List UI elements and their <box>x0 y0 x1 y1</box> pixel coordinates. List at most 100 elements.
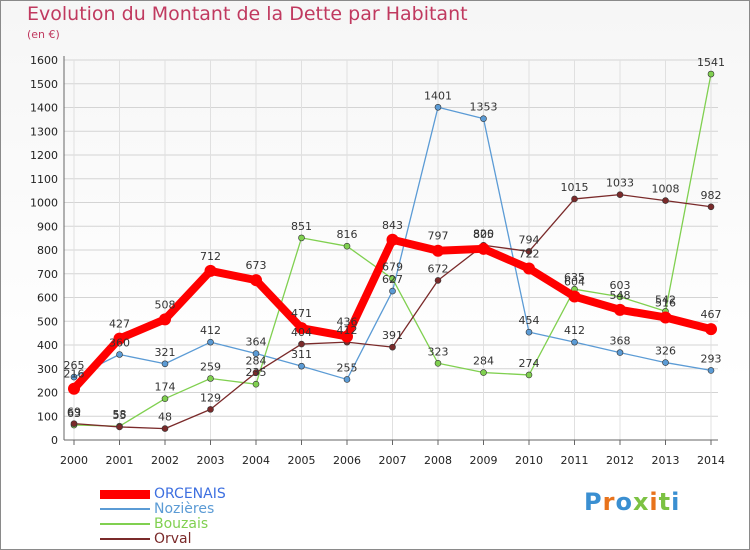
data-label: 436 <box>337 315 358 328</box>
data-point <box>477 242 490 255</box>
x-tick-label: 2013 <box>652 454 680 467</box>
data-point <box>207 338 214 346</box>
data-label: 255 <box>337 361 358 374</box>
data-label: 1008 <box>652 183 680 196</box>
data-point <box>252 369 260 376</box>
data-point <box>386 233 399 246</box>
data-label: 321 <box>155 346 176 359</box>
data-label: 805 <box>473 228 494 241</box>
data-label: 69 <box>67 406 81 419</box>
data-label: 467 <box>701 308 722 321</box>
data-label: 1015 <box>561 181 589 194</box>
data-label: 471 <box>291 307 312 320</box>
data-label: 364 <box>246 336 267 349</box>
data-point <box>434 359 442 367</box>
data-point <box>250 274 262 287</box>
legend-label: Bouzais <box>154 516 209 532</box>
data-point <box>705 323 717 336</box>
data-label: 672 <box>428 262 449 275</box>
data-label: 548 <box>610 289 631 302</box>
data-label: 55 <box>113 409 127 422</box>
logo-letter: x <box>632 488 650 516</box>
x-tick-label: 2003 <box>197 454 225 467</box>
data-point <box>343 376 351 383</box>
data-label: 508 <box>155 298 176 311</box>
x-tick-label: 2002 <box>151 454 179 467</box>
series-layer <box>68 70 717 432</box>
data-point <box>568 290 581 303</box>
data-label: 627 <box>382 273 403 286</box>
data-point <box>295 322 308 335</box>
data-label: 323 <box>428 345 449 358</box>
logo-letter: P <box>584 488 603 516</box>
x-tick-label: 2000 <box>60 454 88 467</box>
y-tick-label: 300 <box>37 363 58 376</box>
y-tick-label: 500 <box>37 315 58 328</box>
legend-swatch <box>100 538 150 540</box>
y-tick-label: 200 <box>37 387 58 400</box>
logo-letter: o <box>615 488 633 516</box>
data-point <box>662 359 669 366</box>
data-point <box>389 287 396 295</box>
y-tick-label: 1300 <box>30 125 58 138</box>
legend-label: Nozières <box>154 501 215 517</box>
legend-label: ORCENAIS <box>154 486 226 502</box>
data-label: 265 <box>64 359 85 372</box>
legend-item-orval: Orval <box>100 531 192 547</box>
data-point <box>434 277 442 284</box>
y-tick-label: 700 <box>37 268 58 281</box>
x-tick-label: 2004 <box>242 454 270 467</box>
data-label: 63 <box>67 407 81 420</box>
data-label: 48 <box>158 411 172 424</box>
legend-item-nozières: Nozières <box>100 501 214 517</box>
data-label: 311 <box>291 348 312 361</box>
logo-letter: i <box>671 488 681 516</box>
data-label: 820 <box>473 227 494 240</box>
data-label: 722 <box>519 248 540 261</box>
data-label: 235 <box>246 366 267 379</box>
data-point <box>707 367 715 374</box>
data-label: 129 <box>200 391 221 404</box>
data-label: 794 <box>519 233 540 246</box>
data-label: 391 <box>382 329 403 342</box>
data-label: 293 <box>701 352 722 365</box>
data-point <box>659 311 672 324</box>
y-tick-label: 1500 <box>30 78 58 91</box>
legend-label: Orval <box>154 531 192 547</box>
data-label: 797 <box>428 230 449 243</box>
data-point <box>343 242 351 250</box>
data-point <box>525 371 533 379</box>
legend-swatch <box>100 508 150 510</box>
y-tick-label: 600 <box>37 292 58 305</box>
data-labels: 265 360 321 412 364 311 255 627 1401 1353 454 412 36… <box>64 56 726 424</box>
legend-swatch <box>100 489 150 499</box>
y-tick-label: 1000 <box>30 197 58 210</box>
x-tick-label: 2011 <box>561 454 589 467</box>
data-point <box>298 340 305 348</box>
data-point <box>434 103 442 111</box>
data-point <box>525 248 533 255</box>
data-point <box>159 313 171 326</box>
y-tick-label: 1400 <box>30 102 58 115</box>
data-label: 454 <box>519 314 540 327</box>
data-point <box>204 264 217 277</box>
data-label: 274 <box>519 357 540 370</box>
data-label: 1033 <box>606 177 634 190</box>
data-label: 542 <box>655 293 676 306</box>
data-label: 412 <box>564 324 585 337</box>
y-tick-label: 0 <box>51 434 58 447</box>
data-label: 635 <box>564 271 585 284</box>
x-tick-label: 2010 <box>515 454 543 467</box>
data-point <box>662 197 669 204</box>
data-point <box>616 293 624 301</box>
data-label: 1401 <box>424 89 452 102</box>
x-tick-label: 2001 <box>106 454 134 467</box>
data-label: 427 <box>109 318 130 331</box>
data-label: 284 <box>473 355 494 368</box>
x-tick-label: 2006 <box>333 454 361 467</box>
data-point <box>616 191 624 198</box>
data-point <box>523 262 535 275</box>
x-tick-label: 2012 <box>606 454 634 467</box>
proxiti-logo: Proxiti <box>584 488 680 516</box>
x-tick-label: 2005 <box>288 454 316 467</box>
